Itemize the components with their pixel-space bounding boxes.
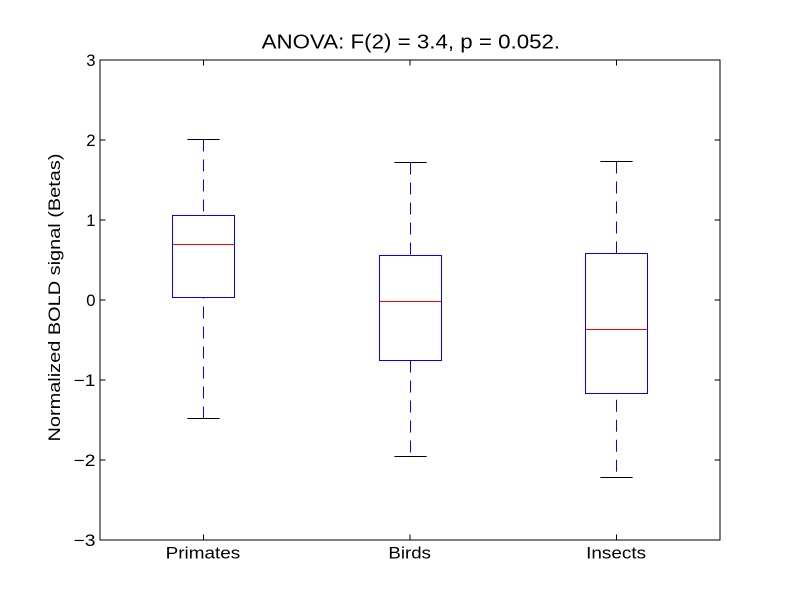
svg-text:−2: −2 bbox=[74, 451, 96, 470]
svg-text:0: 0 bbox=[86, 291, 95, 310]
svg-text:1: 1 bbox=[86, 211, 95, 230]
svg-text:2: 2 bbox=[86, 131, 95, 150]
svg-text:Birds: Birds bbox=[388, 543, 431, 562]
svg-text:3: 3 bbox=[86, 51, 95, 70]
svg-text:−1: −1 bbox=[74, 371, 96, 390]
svg-text:Insects: Insects bbox=[586, 543, 646, 562]
svg-text:Normalized BOLD signal (Betas): Normalized BOLD signal (Betas) bbox=[45, 154, 64, 442]
svg-text:ANOVA: F(2) = 3.4, p = 0.052.: ANOVA: F(2) = 3.4, p = 0.052. bbox=[262, 32, 561, 54]
svg-text:Primates: Primates bbox=[166, 543, 241, 562]
svg-text:−3: −3 bbox=[74, 531, 96, 550]
